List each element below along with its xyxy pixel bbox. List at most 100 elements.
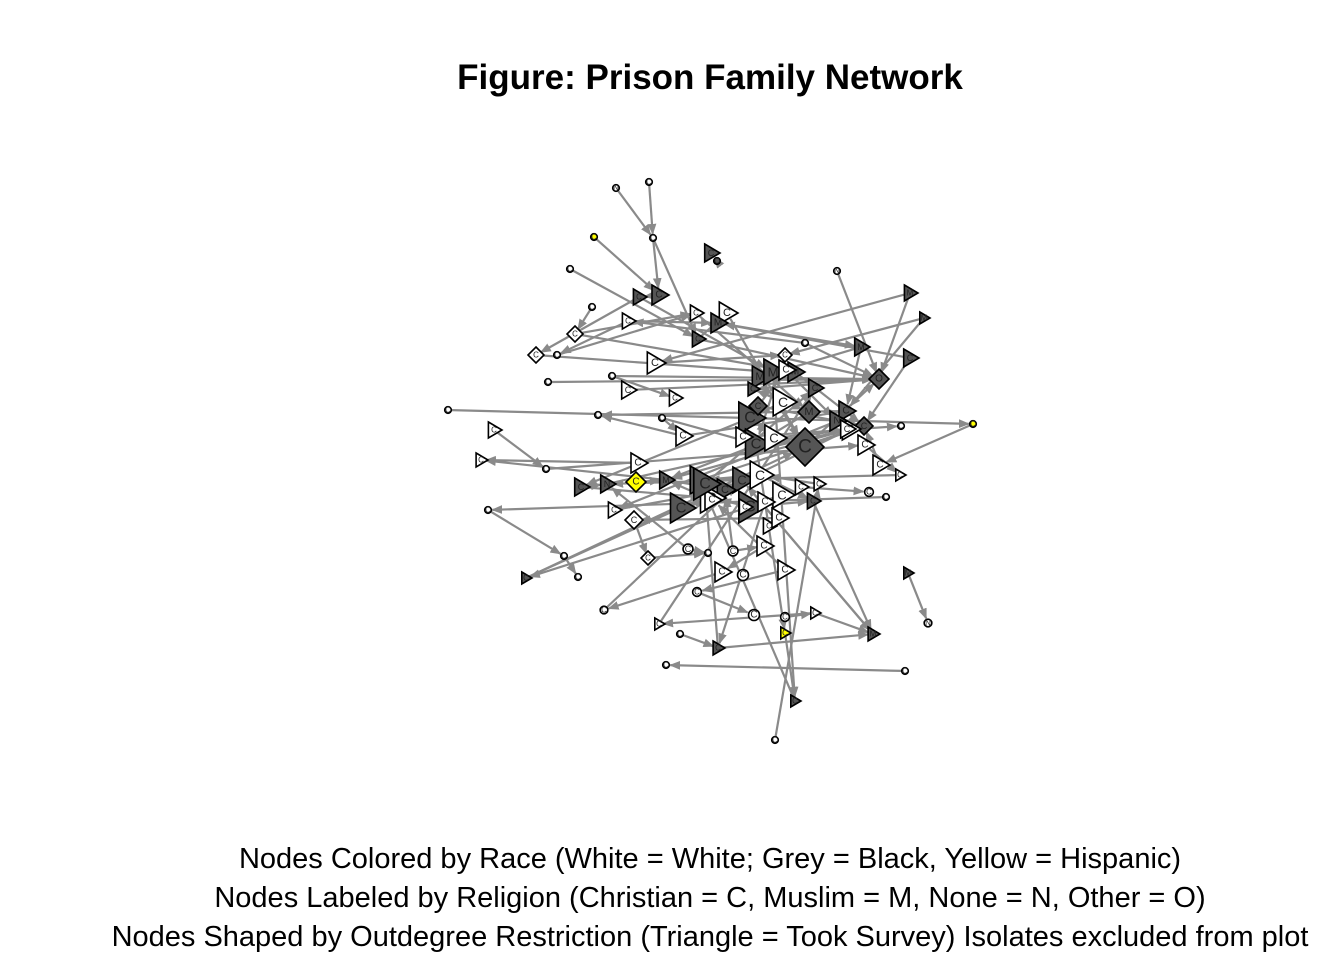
- node-105: C: [661, 661, 671, 670]
- node-93: C: [599, 605, 609, 615]
- node-shape-triangle: [857, 433, 877, 457]
- node-label: C: [802, 339, 808, 348]
- node-23: C: [776, 346, 794, 364]
- node-label: M: [714, 318, 722, 329]
- edge-25-39: [849, 320, 923, 407]
- node-shape-triangle: [777, 558, 797, 582]
- node-40: C: [593, 411, 603, 420]
- edge-98-111: [660, 392, 813, 622]
- edge-33-29: [615, 374, 874, 384]
- edge-1-6: [647, 185, 657, 235]
- node-label: C: [798, 437, 812, 458]
- node-shape-triangle: [764, 423, 789, 453]
- node-label: C: [876, 460, 883, 471]
- edge-93-63: [606, 485, 737, 608]
- edge-94-95: [701, 592, 749, 614]
- node-label: C: [578, 482, 585, 492]
- node-shape-triangle: [747, 380, 762, 398]
- node-label: C: [625, 317, 631, 326]
- node-43: C: [784, 426, 826, 468]
- node-label: C: [545, 378, 551, 387]
- edges-layer: [451, 185, 971, 737]
- node-shape-diamond: [526, 345, 546, 365]
- node-label: C: [708, 248, 715, 258]
- node-label: C: [861, 421, 868, 431]
- node-69: C: [669, 491, 698, 525]
- node-shape-triangle: [789, 693, 803, 709]
- node-label: C: [723, 307, 731, 319]
- node-label: C: [485, 506, 491, 515]
- node-81: C: [806, 491, 823, 511]
- node-shape-triangle: [749, 459, 776, 491]
- edge-92-94: [701, 570, 780, 593]
- node-80: C: [757, 490, 777, 514]
- node-label: C: [561, 552, 567, 561]
- node-label: C: [751, 436, 762, 453]
- edge-80-77: [528, 502, 760, 578]
- edge-10-18: [539, 298, 636, 354]
- node-27: C: [543, 378, 553, 387]
- node-shape-diamond: [776, 346, 794, 364]
- node-89: C: [756, 534, 776, 558]
- node-41: C: [657, 414, 667, 423]
- node-shape-triangle: [599, 473, 618, 495]
- node-shape-triangle: [771, 506, 791, 530]
- node-51: C: [487, 420, 504, 440]
- node-label: C: [897, 471, 903, 480]
- node-2: C: [589, 233, 599, 242]
- node-shape-circle: [573, 572, 583, 582]
- node-shape-circle: [779, 611, 791, 623]
- node-label: C: [595, 411, 601, 420]
- node-shape-circle: [682, 543, 694, 555]
- edge-104-105: [669, 660, 902, 673]
- node-shape-diamond: [565, 324, 585, 344]
- node-shape-triangle: [704, 488, 724, 512]
- node-label: C: [718, 567, 725, 578]
- node-label: C: [861, 440, 868, 451]
- node-label: M: [791, 367, 799, 378]
- node-shape-circle: [800, 338, 810, 348]
- node-shape-triangle: [903, 283, 920, 303]
- node-37: M: [796, 399, 822, 425]
- node-101: M: [867, 625, 882, 643]
- edge-42-40: [601, 414, 678, 436]
- node-shape-triangle: [807, 377, 826, 399]
- legend-shape: Nodes Shaped by Outdegree Restriction (T…: [111, 921, 1309, 953]
- node-shape-diamond: [796, 399, 822, 425]
- node-label: C: [679, 431, 686, 442]
- node-shape-triangle: [475, 451, 490, 469]
- node-48: C: [896, 422, 906, 431]
- node-label: C: [769, 431, 778, 446]
- node-label: M: [905, 569, 912, 578]
- legend-religion: Nodes Labeled by Religion (Christian = C…: [214, 882, 1206, 914]
- edge-27-29: [551, 374, 874, 384]
- node-label: C: [523, 574, 529, 583]
- node-shape-triangle: [710, 311, 730, 335]
- node-shape-triangle: [658, 469, 677, 491]
- node-shape-circle: [712, 256, 722, 266]
- node-shape-triangle: [838, 399, 858, 423]
- edge-17-22: [661, 293, 906, 363]
- node-64: C: [749, 459, 776, 491]
- node-114: N: [829, 409, 849, 433]
- node-113: C: [778, 358, 798, 382]
- node-52: C: [857, 433, 877, 457]
- node-label: C: [844, 424, 851, 434]
- node-shape-triangle: [714, 560, 734, 584]
- edge-108-109: [774, 487, 821, 737]
- node-111: C: [807, 377, 826, 399]
- node-shape-triangle: [487, 420, 504, 440]
- node-label: C: [655, 290, 662, 301]
- node-label: C: [798, 483, 804, 492]
- node-label: C: [782, 613, 788, 622]
- edge-49-50: [451, 408, 970, 429]
- node-53: C: [541, 465, 551, 474]
- edge-20-44: [866, 361, 908, 422]
- node-shape-circle: [599, 605, 609, 615]
- node-shape-circle: [747, 608, 761, 622]
- edge-89-90: [727, 548, 760, 570]
- node-shape-triangle: [918, 310, 932, 326]
- node-shape-circle: [900, 666, 910, 676]
- node-shape-circle: [648, 233, 658, 243]
- node-label: C: [634, 458, 641, 469]
